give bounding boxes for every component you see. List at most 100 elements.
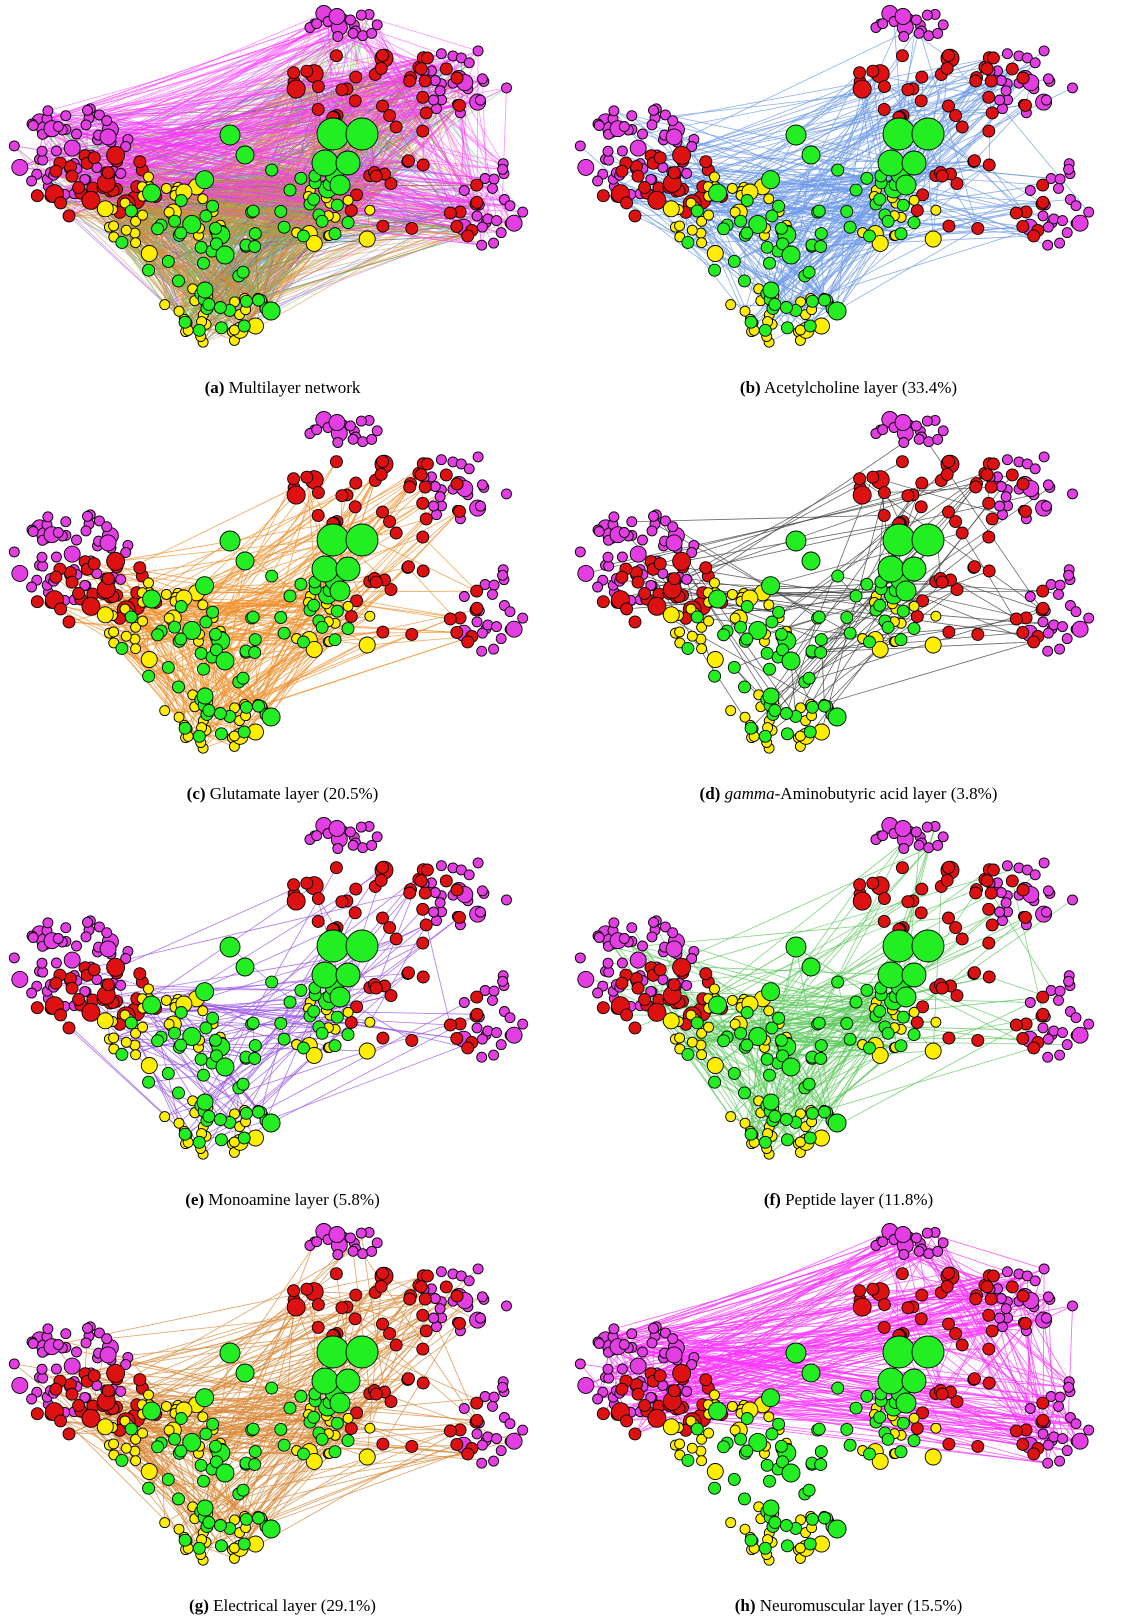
node-green (760, 240, 774, 254)
node-yellow (140, 245, 158, 262)
node-red (420, 457, 434, 471)
node-red (916, 188, 930, 202)
node-yellow (119, 197, 131, 209)
node-green (307, 1004, 321, 1018)
edge (255, 1034, 349, 1046)
node-red (311, 486, 325, 500)
node-red (450, 219, 464, 233)
node-red (915, 70, 929, 84)
node-green (235, 145, 255, 165)
node-red (620, 602, 634, 616)
node-yellow (130, 215, 142, 227)
node-green (717, 628, 731, 642)
edge (811, 641, 1034, 653)
edge (836, 194, 923, 312)
node-red (403, 74, 417, 88)
node-red (450, 1031, 464, 1045)
edge (973, 161, 1039, 231)
node-yellow (342, 194, 354, 206)
node-green (237, 1131, 251, 1145)
node-red (935, 169, 949, 183)
node-green (311, 555, 339, 583)
node-green (690, 610, 704, 624)
edge (246, 1022, 352, 1114)
node-red (901, 489, 915, 503)
node-green (873, 598, 887, 612)
node-red (30, 1001, 44, 1015)
node-red (300, 64, 314, 78)
node-green (896, 198, 910, 212)
node-red (344, 610, 358, 623)
edge (781, 201, 1044, 229)
node-magenta (50, 551, 62, 563)
node-yellow (96, 200, 114, 218)
node-green (762, 687, 780, 705)
node-yellow (159, 705, 171, 717)
node-magenta (435, 48, 447, 60)
node-red (1036, 195, 1050, 209)
node-magenta (93, 921, 105, 933)
node-magenta (71, 534, 82, 546)
edge (46, 55, 383, 120)
node-red (403, 886, 417, 900)
node-red (416, 902, 430, 916)
node-green (235, 551, 255, 571)
edge (811, 235, 1034, 247)
node-magenta (995, 481, 1007, 492)
node-red (133, 561, 147, 575)
node-red (335, 83, 349, 97)
node-green (265, 163, 279, 177)
edge (771, 57, 951, 217)
node-green (330, 604, 344, 618)
node-green (812, 204, 826, 218)
node-red (418, 74, 432, 88)
node-yellow (120, 1036, 132, 1048)
node-yellow (930, 204, 942, 216)
node-red (653, 557, 667, 571)
node-green (196, 687, 214, 705)
node-red (384, 583, 398, 597)
node-green (142, 263, 156, 277)
node-green (219, 936, 241, 958)
node-red (1027, 635, 1041, 649)
node-yellow (173, 1117, 185, 1129)
node-green (261, 301, 281, 321)
node-red (453, 504, 466, 518)
node-red (895, 49, 909, 63)
node-magenta (1042, 73, 1054, 85)
node-magenta (1063, 569, 1075, 581)
caption-share: (3.8%) (950, 784, 998, 803)
node-green (206, 199, 220, 213)
edge (53, 174, 487, 224)
node-green (213, 301, 227, 314)
node-green (172, 274, 185, 288)
node-magenta (497, 975, 509, 987)
node-magenta (488, 237, 500, 249)
node-green (178, 1127, 192, 1141)
node-yellow (358, 636, 376, 654)
edge (862, 589, 958, 639)
node-magenta (602, 145, 614, 157)
node-magenta (71, 128, 82, 140)
node-green (907, 622, 921, 636)
node-green (182, 620, 202, 640)
edge (245, 596, 311, 716)
node-magenta (1067, 488, 1078, 500)
node-green (758, 323, 772, 337)
node-green (197, 256, 210, 270)
node-green (214, 1133, 228, 1147)
node-yellow (364, 1016, 376, 1028)
node-magenta (491, 215, 502, 227)
node-red (910, 204, 924, 217)
node-red (971, 627, 985, 641)
node-magenta (357, 842, 369, 854)
node-magenta (637, 128, 648, 140)
node-magenta (476, 73, 488, 85)
edge (744, 235, 746, 281)
node-green (780, 727, 794, 741)
edge (121, 648, 235, 747)
node-magenta (487, 182, 498, 194)
node-red (470, 584, 484, 598)
node-red (1036, 601, 1050, 615)
node-magenta (681, 167, 693, 179)
